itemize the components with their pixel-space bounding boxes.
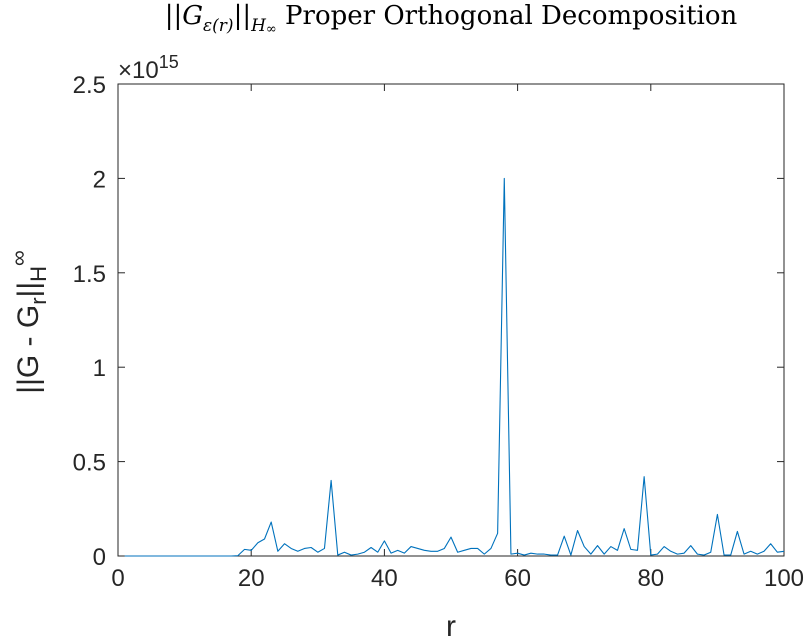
x-tick-label-3: 60 xyxy=(504,565,531,592)
title-bars-mid: || xyxy=(234,1,252,31)
x-tick-label-2: 40 xyxy=(371,565,398,592)
y-tick-label-3: 1.5 xyxy=(73,261,106,288)
x-tick-label-1: 20 xyxy=(238,565,265,592)
y-tick-label-0: 0 xyxy=(93,544,106,571)
y-exponent-power: 15 xyxy=(159,52,179,72)
tick-labels-group: 0 20 40 60 80 100 0 0.5 1 1.5 2 2.5 xyxy=(73,72,804,592)
y-label-sub-inf: ∞ xyxy=(6,250,31,266)
chart-title: ||Gε(r)||H∞ Proper Orthogonal Decomposit… xyxy=(165,1,738,37)
title-sub-inf: ∞ xyxy=(266,22,277,37)
y-exponent-label: ×1015 xyxy=(118,52,179,84)
ticks-group xyxy=(117,83,785,557)
title-sub-r: (r) xyxy=(212,16,233,36)
y-axis-label: ||G - Gr||H∞ xyxy=(6,250,51,393)
title-rest: Proper Orthogonal Decomposition xyxy=(277,1,738,31)
title-bars-left: || xyxy=(165,1,183,31)
series-group xyxy=(124,177,785,557)
y-label-sub-H: H xyxy=(26,266,51,282)
y-tick-label-4: 2 xyxy=(93,166,106,193)
y-exponent-base: ×10 xyxy=(118,57,159,84)
title-G: G xyxy=(182,1,203,31)
x-tick-label-5: 100 xyxy=(764,565,804,592)
y-label-sub-r: r xyxy=(26,297,51,304)
y-label-bars: || xyxy=(12,282,45,298)
y-tick-label-1: 0.5 xyxy=(73,450,106,477)
plot-area xyxy=(117,83,785,557)
title-sub-eps: ε xyxy=(203,16,212,36)
x-tick-label-0: 0 xyxy=(111,565,124,592)
y-label-main: ||G - G xyxy=(12,305,45,394)
x-axis-label: r xyxy=(446,610,456,641)
series-line-0 xyxy=(124,177,785,557)
x-tick-label-4: 80 xyxy=(637,565,664,592)
y-tick-label-2: 1 xyxy=(93,355,106,382)
y-tick-label-5: 2.5 xyxy=(73,72,106,99)
title-H: H xyxy=(250,16,267,36)
